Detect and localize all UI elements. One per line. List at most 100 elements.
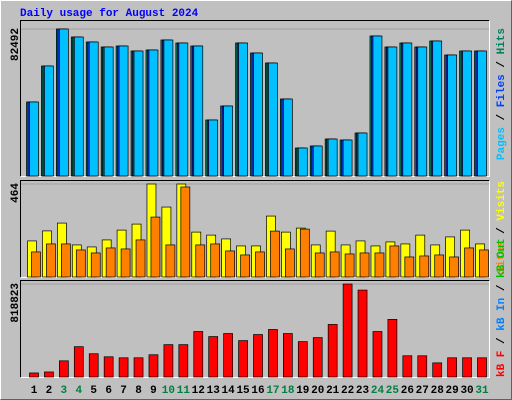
bar — [29, 101, 39, 177]
legend-entry: kB Out — [496, 238, 508, 278]
bar — [73, 36, 84, 177]
bar — [462, 357, 472, 378]
legend-entry: Files — [496, 74, 508, 107]
bar — [297, 341, 308, 378]
y-tick-label: 818823 — [10, 283, 22, 323]
bar — [447, 54, 457, 177]
x-tick-label: 4 — [75, 385, 82, 397]
legend-entry: kB In — [496, 298, 508, 331]
bar — [240, 254, 250, 278]
x-tick-label: 15 — [236, 385, 250, 397]
bar — [163, 344, 174, 378]
bar — [193, 331, 204, 378]
bar — [268, 62, 278, 177]
bar — [118, 45, 129, 177]
plot-border-light — [20, 280, 490, 378]
legend-entry: Hits — [496, 28, 508, 54]
x-tick-label: 5 — [90, 385, 97, 397]
x-tick-label: 29 — [446, 385, 459, 397]
plot-border-light — [20, 20, 490, 177]
legend-entry: Sites — [496, 240, 508, 273]
bar — [103, 46, 114, 177]
bar — [462, 50, 472, 177]
bar — [447, 357, 457, 378]
legend: Pages / Files / Hits — [496, 28, 508, 160]
y-tick-label: 464 — [10, 183, 22, 203]
bar — [342, 283, 353, 378]
bar — [270, 230, 280, 278]
bar — [75, 249, 86, 278]
bar — [402, 355, 413, 378]
bar — [88, 41, 99, 177]
bar — [44, 371, 54, 378]
bar — [387, 319, 398, 378]
bar — [103, 356, 114, 378]
bar — [31, 251, 41, 278]
bar — [417, 46, 428, 177]
plot-border-dark — [20, 280, 490, 378]
bar — [208, 336, 219, 378]
x-tick-label: 25 — [386, 385, 400, 397]
x-tick-label: 9 — [150, 385, 157, 397]
bar — [389, 245, 400, 278]
plot-border-dark — [20, 20, 490, 177]
bar — [133, 357, 144, 378]
bar — [299, 228, 310, 278]
x-tick-label: 20 — [311, 385, 324, 397]
legend-entry: Visits — [496, 181, 508, 221]
x-tick-label: 21 — [326, 385, 340, 397]
bar — [105, 247, 116, 278]
x-tick-label: 10 — [162, 385, 175, 397]
bar — [238, 340, 248, 378]
bar — [59, 360, 69, 378]
bar — [387, 46, 398, 177]
x-tick-label: 14 — [222, 385, 236, 397]
bar — [253, 52, 263, 177]
bar — [255, 251, 265, 278]
bar — [178, 344, 189, 378]
plot-border-dark — [20, 180, 490, 278]
bar — [163, 39, 174, 177]
bar — [135, 239, 146, 278]
bar — [88, 353, 99, 378]
bar — [283, 98, 293, 177]
bar — [297, 147, 308, 177]
x-tick-label: 31 — [475, 385, 489, 397]
bar — [268, 329, 278, 378]
x-tick-label: 8 — [135, 385, 142, 397]
bar — [148, 354, 159, 378]
legend-separator: / — [496, 331, 508, 351]
bar — [374, 252, 385, 278]
x-tick-label: 16 — [251, 385, 264, 397]
bar — [344, 253, 355, 278]
x-tick-label: 22 — [341, 385, 354, 397]
bar — [120, 248, 131, 278]
bar — [432, 362, 443, 378]
x-tick-label: 18 — [281, 385, 295, 397]
bar — [150, 216, 161, 278]
bar — [479, 249, 489, 278]
bar — [118, 357, 129, 378]
x-tick-label: 26 — [401, 385, 414, 397]
bar — [133, 50, 144, 177]
bar — [73, 346, 84, 378]
bar — [46, 243, 56, 278]
bar — [283, 333, 293, 378]
y-tick-label: 82492 — [10, 28, 22, 61]
x-tick-label: 3 — [61, 385, 68, 397]
bar — [29, 372, 39, 378]
bar — [223, 333, 233, 378]
bar — [253, 334, 263, 378]
bar — [210, 243, 221, 278]
bar — [477, 50, 487, 177]
bar — [342, 139, 353, 177]
legend-entry: Pages — [496, 127, 508, 160]
bar — [327, 138, 338, 177]
bar — [357, 132, 368, 177]
bar — [59, 28, 69, 177]
bar — [193, 45, 204, 177]
bar — [372, 35, 383, 177]
chart-title: Daily usage for August 2024 — [20, 8, 199, 20]
bar — [223, 105, 233, 177]
x-tick-label: 7 — [120, 385, 127, 397]
